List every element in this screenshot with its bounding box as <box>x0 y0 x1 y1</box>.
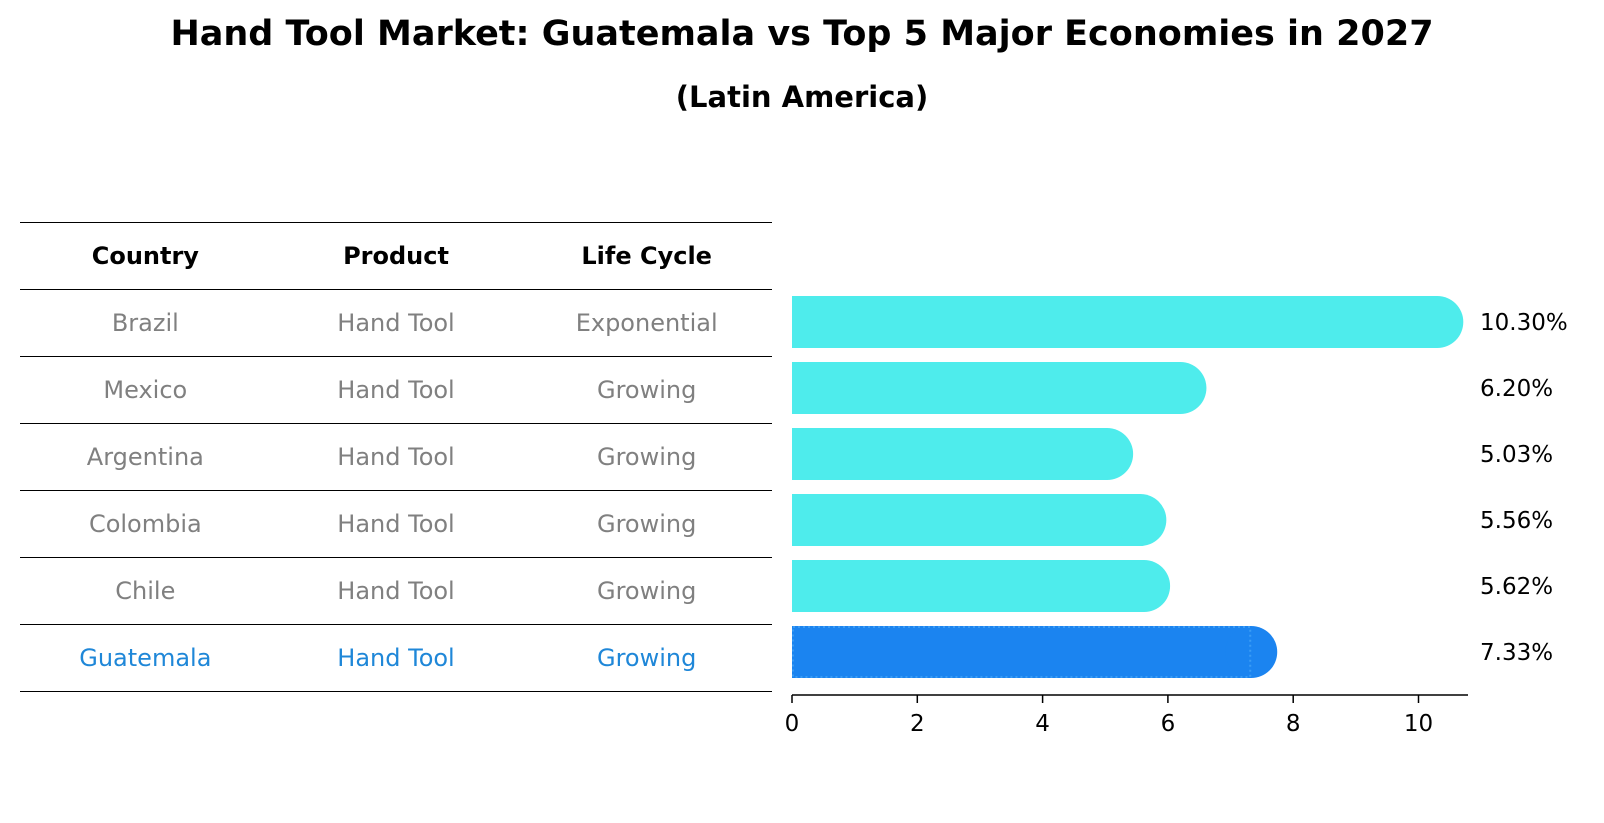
data-label: 10.30% <box>1480 310 1568 336</box>
header-country: Country <box>91 242 199 270</box>
cell-country: Chile <box>115 577 176 605</box>
bar <box>792 560 1145 612</box>
cell-product: Hand Tool <box>337 309 455 337</box>
header-life-cycle: Life Cycle <box>581 242 712 270</box>
bar-cap <box>1154 362 1207 414</box>
cell-country: Colombia <box>88 510 202 538</box>
cell-life-cycle: Growing <box>596 577 697 605</box>
data-table: Country Product Life Cycle Brazil Hand T… <box>20 222 772 692</box>
x-tick-label: 8 <box>1286 711 1301 737</box>
cell-product: Hand Tool <box>337 577 455 605</box>
data-label: 5.62% <box>1480 574 1553 600</box>
data-label: 6.20% <box>1480 376 1553 402</box>
chart-subtitle: (Latin America) <box>675 80 929 114</box>
bar-cap <box>1118 560 1171 612</box>
bar-cap <box>1114 494 1167 546</box>
bar-cap <box>1225 626 1278 678</box>
data-label: 5.56% <box>1480 508 1553 534</box>
table-row: Colombia Hand Tool Growing <box>20 491 772 558</box>
cell-product: Hand Tool <box>337 510 455 538</box>
cell-life-cycle: Growing <box>596 443 697 471</box>
table-row: Argentina Hand Tool Growing <box>20 424 772 491</box>
cell-product: Hand Tool <box>337 644 455 672</box>
x-tick-label: 10 <box>1404 711 1433 737</box>
cell-life-cycle: Growing <box>596 376 697 404</box>
data-label: 7.33% <box>1480 640 1553 666</box>
cell-life-cycle: Exponential <box>575 309 718 337</box>
cell-country: Argentina <box>86 443 204 471</box>
bar-highlight-outline <box>792 626 1252 678</box>
bar-cap <box>1081 428 1134 480</box>
bar <box>792 362 1181 414</box>
bar <box>792 494 1141 546</box>
table-row-highlighted: Guatemala Hand Tool Growing <box>20 625 772 692</box>
header-product: Product <box>343 242 449 270</box>
table-row: Mexico Hand Tool Growing <box>20 357 772 424</box>
cell-life-cycle: Growing <box>596 644 697 672</box>
data-label: 5.03% <box>1480 442 1553 468</box>
table-row: Brazil Hand Tool Exponential <box>20 290 772 357</box>
x-tick-label: 0 <box>785 711 800 737</box>
bar <box>792 296 1438 348</box>
cell-product: Hand Tool <box>337 376 455 404</box>
bar <box>792 626 1252 678</box>
x-tick-label: 6 <box>1161 711 1176 737</box>
cell-country: Mexico <box>103 376 188 404</box>
cell-country: Guatemala <box>79 644 212 672</box>
cell-country: Brazil <box>111 309 179 337</box>
cell-product: Hand Tool <box>337 443 455 471</box>
chart-title: Hand Tool Market: Guatemala vs Top 5 Maj… <box>170 14 1434 54</box>
table-row: Chile Hand Tool Growing <box>20 558 772 625</box>
bar <box>792 428 1108 480</box>
x-tick-label: 2 <box>910 711 925 737</box>
bar-cap <box>1411 296 1464 348</box>
cell-life-cycle: Growing <box>596 510 697 538</box>
table-header-row: Country Product Life Cycle <box>20 222 772 290</box>
x-tick-label: 4 <box>1035 711 1050 737</box>
